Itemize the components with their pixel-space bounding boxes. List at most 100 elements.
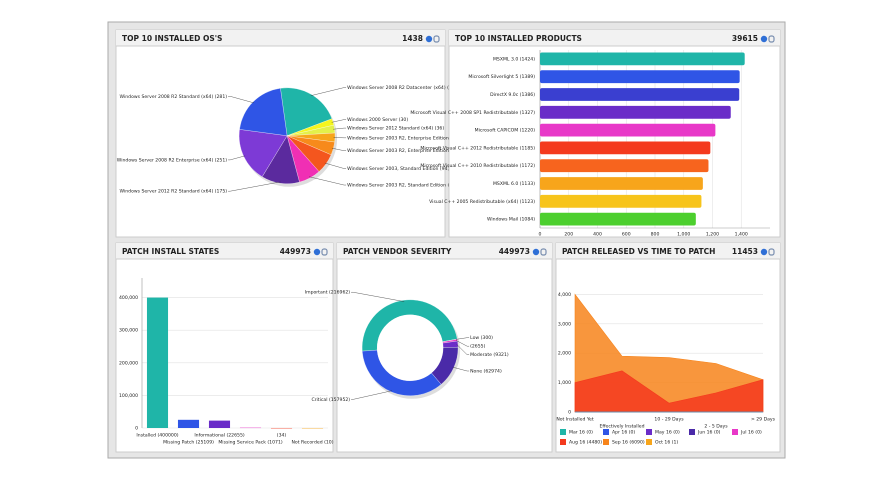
bar (540, 70, 740, 84)
x-tick-label: Installed (400000) (136, 433, 178, 439)
slice-label: None (62974) (470, 369, 502, 375)
panel-title: PATCH INSTALL STATES (122, 247, 219, 256)
pie-slice (280, 87, 333, 136)
leader-line (309, 176, 347, 186)
x-tick-label: Not Recorded (10) (291, 440, 333, 446)
x-tick-label: 600 (622, 232, 631, 238)
panel-title: TOP 10 INSTALLED OS'S (122, 34, 222, 43)
y-tick-label: 1,000 (558, 380, 571, 386)
leader-line (228, 155, 246, 161)
slice-label: Windows Server 2012 Standard (x64) (36) (347, 126, 444, 132)
y-tick-label: 3,000 (558, 321, 571, 327)
y-tick-label: Microsoft Silverlight 5 (1389) (468, 74, 535, 80)
bar (540, 177, 703, 190)
bar (146, 297, 169, 428)
y-tick-label: DirectX 9.0c (1386) (490, 92, 535, 98)
legend-label: May 16 (0) (655, 430, 680, 436)
leader-line (455, 337, 470, 340)
y-tick-label: Microsoft Visual C++ 2012 Redistributabl… (420, 145, 535, 151)
y-tick-label: 200,000 (119, 360, 138, 366)
panel-header (116, 30, 445, 46)
leader-line (452, 366, 470, 372)
link-icon[interactable] (321, 248, 328, 256)
leader-line (456, 344, 470, 355)
legend-label: Aug 16 (4480) (569, 440, 602, 446)
slice-label: Critical (157952) (311, 397, 350, 403)
legend-swatch (732, 429, 738, 435)
leader-line (324, 162, 347, 169)
panel-header (116, 243, 333, 259)
x-tick-label: 1,000 (677, 232, 690, 238)
panel-title: PATCH VENDOR SEVERITY (343, 247, 452, 256)
x-tick-label: 10 - 29 Days (654, 417, 684, 423)
bar (540, 105, 731, 119)
panel-header (337, 243, 552, 259)
panel-total: 449973 (499, 247, 530, 256)
leader-line (351, 292, 405, 302)
bar (540, 52, 745, 66)
link-icon[interactable] (768, 248, 775, 256)
panel-total: 39615 (732, 34, 758, 43)
panel-header (556, 243, 780, 259)
leader-line (228, 96, 255, 104)
bar (540, 88, 740, 101)
legend-swatch (646, 429, 652, 435)
x-tick-label: Informational (22655) (194, 433, 245, 439)
area (574, 370, 764, 413)
x-tick-label: (34) (277, 433, 287, 439)
bar (540, 159, 709, 173)
legend-label: Oct 16 (1) (655, 440, 678, 446)
legend-swatch (603, 429, 609, 435)
panel-total: 11453 (732, 247, 758, 256)
legend-swatch (603, 439, 609, 445)
slice-label: Windows Server 2003 R2, Enterprise Editi… (347, 148, 473, 154)
link-icon[interactable] (768, 35, 775, 43)
slice-label: Windows Server 2008 R2 Standard (x64) (2… (120, 94, 228, 100)
slice-label: Windows Server 2003 R2, Enterprise Editi… (347, 135, 460, 141)
slice-label: Important (216962) (305, 290, 351, 296)
x-tick-label: 2 - 5 Days (704, 424, 728, 430)
legend-label: Sep 16 (6090) (612, 440, 645, 446)
legend-swatch (646, 439, 652, 445)
x-tick-label: 1,400 (735, 232, 748, 238)
y-tick-label: Windows Mail (1084) (487, 217, 535, 223)
slice-label: Windows Server 2012 R2 Standard (x64) (1… (120, 189, 228, 195)
panel-title: TOP 10 INSTALLED PRODUCTS (455, 34, 582, 43)
legend-label: Jul 16 (0) (740, 430, 762, 436)
y-tick-label: Microsoft Visual C++ 2010 Redistributabl… (420, 163, 535, 169)
y-tick-label: 0 (135, 426, 138, 432)
info-icon[interactable] (313, 248, 321, 256)
link-icon[interactable] (540, 248, 547, 256)
panel-header (449, 30, 780, 46)
legend-label: Apr 16 (0) (612, 430, 635, 436)
pie-slice (238, 129, 288, 177)
y-tick-label: Visual C++ 2005 Redistributable (x64) (1… (429, 199, 535, 205)
x-tick-label: 800 (651, 232, 660, 238)
panel-title: PATCH RELEASED VS TIME TO PATCH (562, 247, 715, 256)
x-tick-label: 0 (539, 232, 542, 238)
info-icon[interactable] (532, 248, 540, 256)
legend-label: Jun 16 (0) (697, 430, 721, 436)
leader-line (228, 181, 281, 192)
leader-line (455, 340, 470, 347)
slice-label: Moderate (9321) (470, 352, 509, 358)
y-tick-label: 4,000 (558, 292, 571, 298)
y-tick-label: 100,000 (119, 393, 138, 399)
bar (540, 123, 716, 137)
panel-total: 1438 (402, 34, 423, 43)
x-tick-label: 1,200 (706, 232, 719, 238)
leader-line (310, 87, 347, 96)
y-tick-label: 300,000 (119, 328, 138, 334)
link-icon[interactable] (433, 35, 440, 43)
slice-label: Windows 2000 Server (30) (347, 117, 408, 123)
y-tick-label: MSXML 3.0 (1424) (493, 56, 535, 62)
slice-label: (2655) (470, 344, 485, 350)
info-icon[interactable] (425, 35, 433, 43)
y-tick-label: Microsoft Visual C++ 2008 SP1 Redistribu… (410, 110, 535, 116)
leader-line (331, 147, 347, 151)
info-icon[interactable] (760, 248, 768, 256)
pie-slice (239, 88, 288, 136)
info-icon[interactable] (760, 35, 768, 43)
leader-line (351, 390, 393, 400)
